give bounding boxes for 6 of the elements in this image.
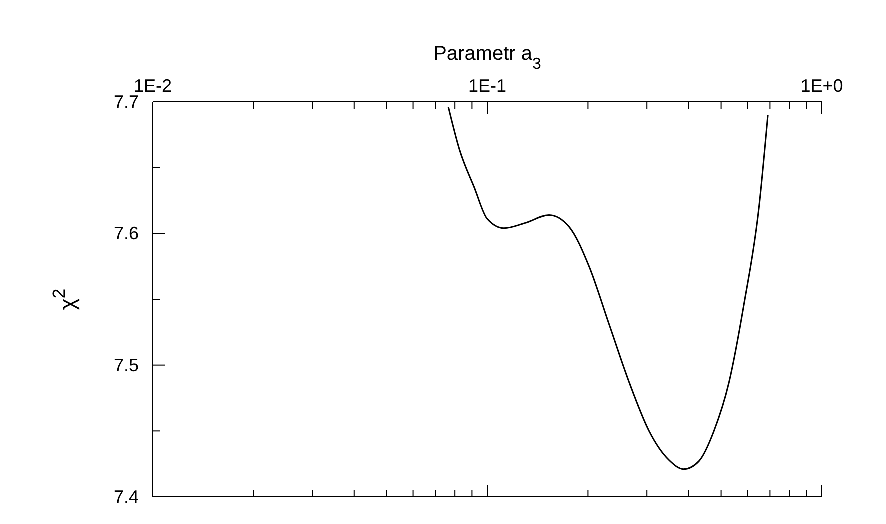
y-tick-label: 7.6 [114, 224, 139, 244]
x-tick-label: 1E-1 [468, 76, 507, 96]
x-axis-title: Parametr a$_{3}$ [434, 43, 542, 72]
y-tick-label: 7.5 [114, 355, 139, 376]
y-tick-label: 7.4 [114, 487, 139, 507]
x-tick-label: 1E+0 [800, 76, 844, 96]
